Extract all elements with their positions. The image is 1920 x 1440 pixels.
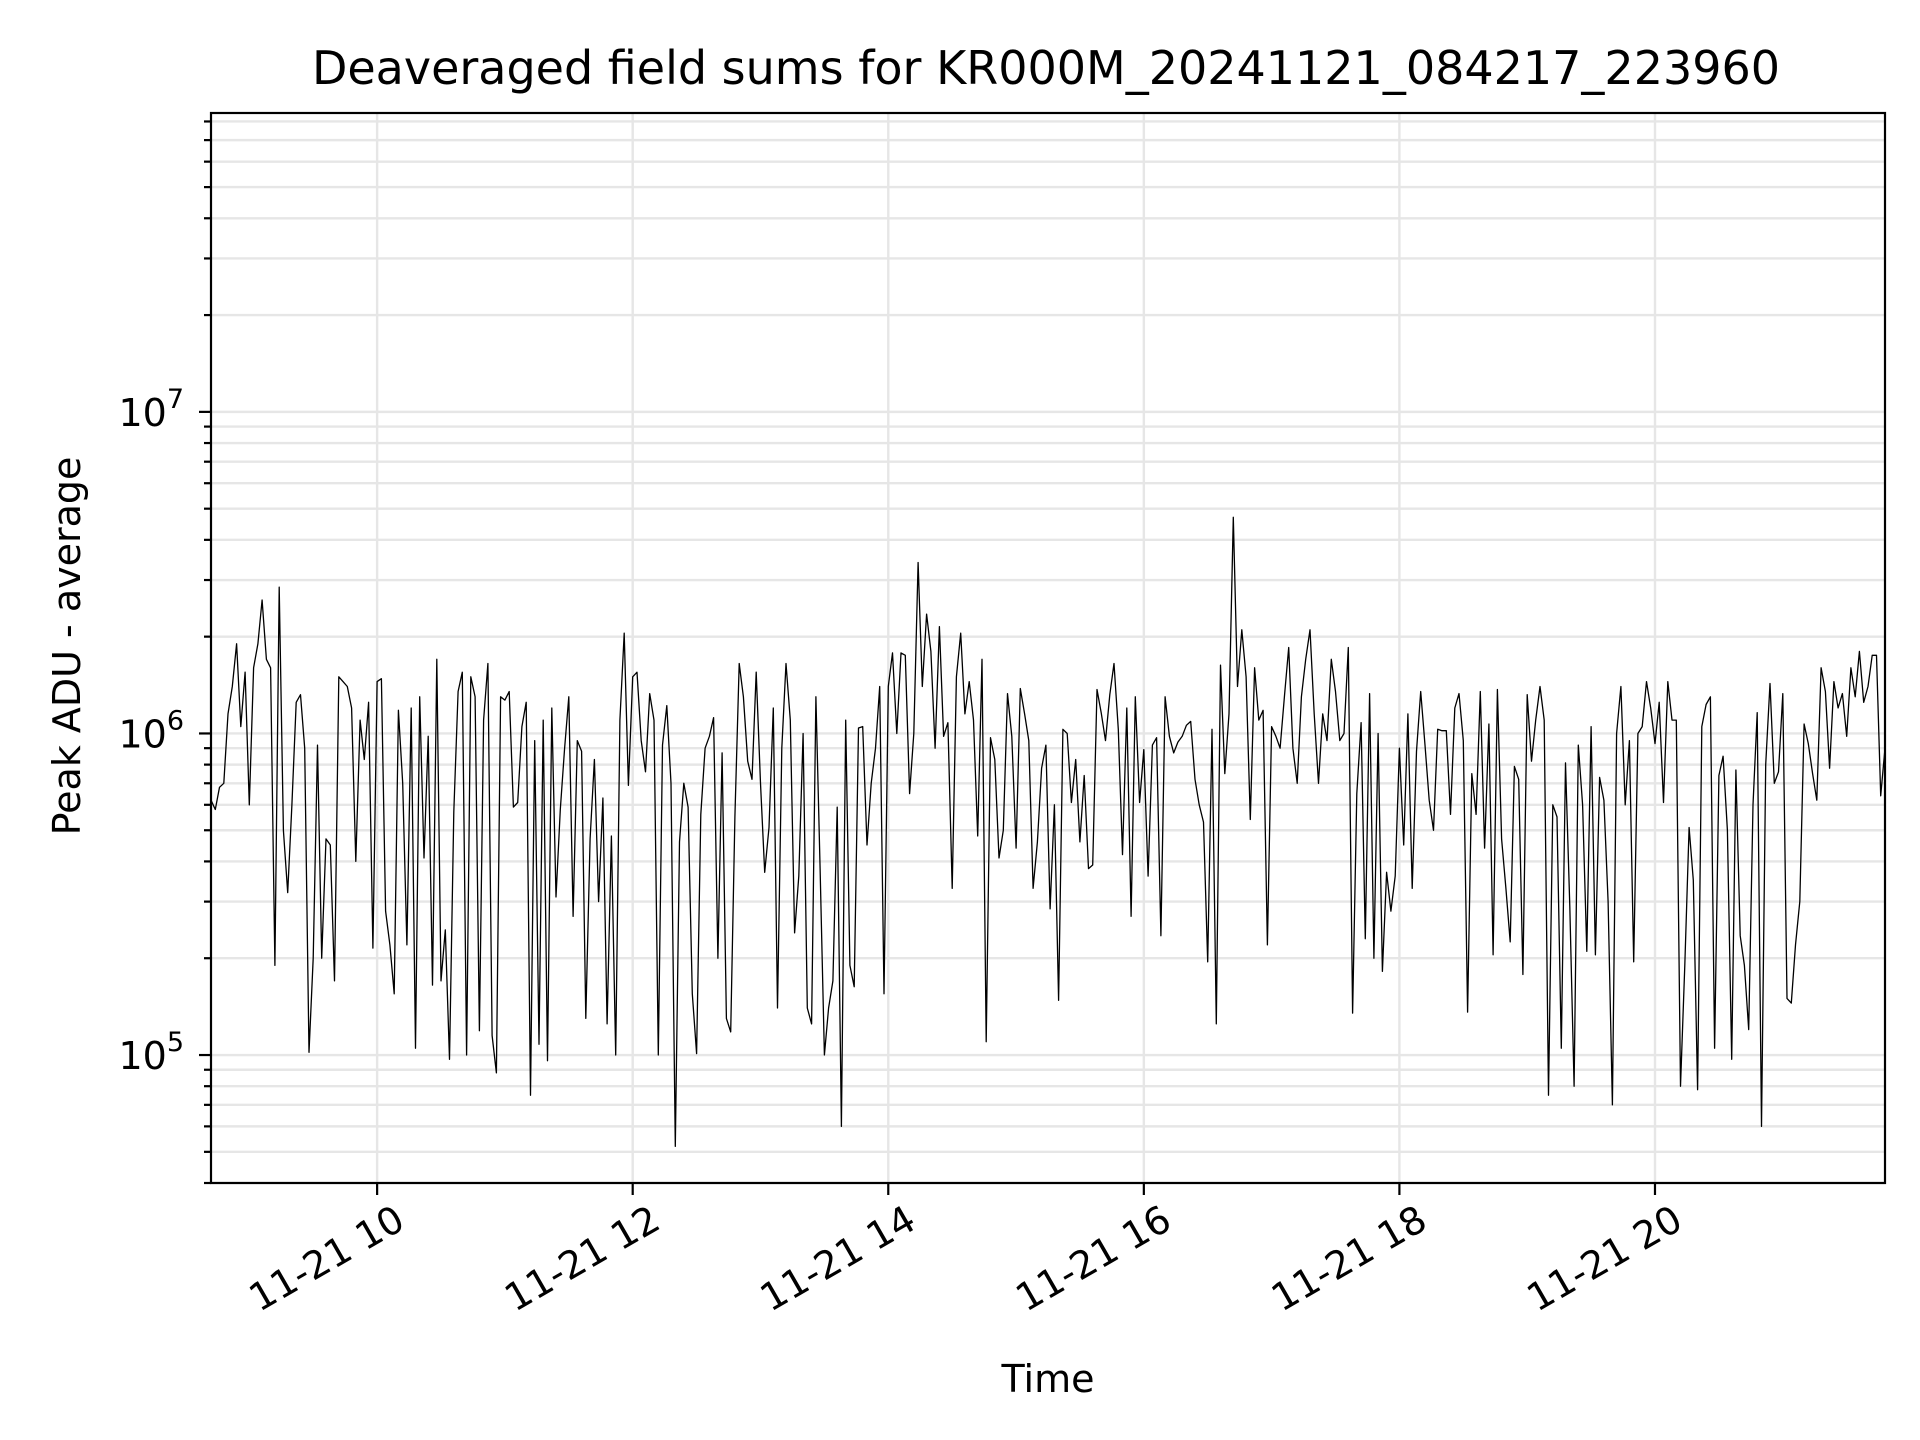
data-series-line [210, 516, 1886, 1148]
y-tick-label-base: 10 [118, 712, 166, 756]
y-tick-label: 106 [118, 705, 184, 756]
y-axis-label: Peak ADU - average [45, 457, 89, 836]
y-tick-label: 107 [118, 384, 184, 435]
plot-frame [209, 111, 1887, 1185]
y-tick-label-exponent: 7 [167, 384, 184, 415]
grid-lines [211, 113, 1885, 1185]
y-tick-label-base: 10 [118, 391, 166, 435]
y-tick-label-base: 10 [118, 1034, 166, 1078]
y-tick-label-exponent: 6 [167, 705, 184, 736]
chart-title: Deaveraged field sums for KR000M_2024112… [312, 41, 1780, 95]
y-tick-label: 105 [118, 1027, 184, 1078]
y-tick-label-exponent: 5 [167, 1027, 184, 1058]
x-axis-label: Time [1001, 1357, 1095, 1401]
series-layer [210, 516, 1886, 1148]
